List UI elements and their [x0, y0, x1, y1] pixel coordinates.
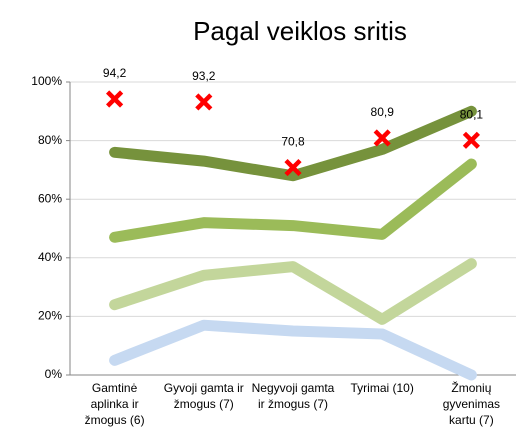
x-tick-label: Žmonių gyvenimas kartu (7) [442, 381, 501, 427]
x-marker [195, 93, 213, 111]
x-tick-label: Tyrimai (10) [350, 381, 414, 395]
y-tick-label: 60% [38, 191, 62, 205]
data-label: 93,2 [192, 69, 216, 83]
series-line [109, 319, 477, 381]
x-tick-label: Negyvoji gamta ir žmogus (7) [251, 381, 335, 411]
y-tick-label: 40% [38, 250, 62, 264]
x-marker [462, 131, 480, 149]
x-tick-label: Gamtinė aplinka ir žmogus (6) [84, 381, 145, 427]
series-line [109, 258, 477, 325]
x-marker [106, 90, 124, 108]
y-tick-label: 20% [38, 309, 62, 323]
x-marker [373, 129, 391, 147]
series-line [109, 158, 477, 243]
series-line [109, 105, 477, 182]
chart-title: Pagal veiklos sritis [193, 16, 407, 46]
x-marker [284, 158, 302, 177]
y-tick-label: 100% [31, 74, 62, 88]
y-tick-label: 0% [45, 367, 63, 381]
y-tick-label: 80% [38, 133, 62, 147]
data-label: 80,1 [460, 107, 484, 121]
data-label: 80,9 [371, 105, 395, 119]
x-tick-label: Gyvoji gamta ir žmogus (7) [163, 381, 244, 411]
data-label: 70,8 [281, 135, 305, 149]
data-label: 94,2 [103, 66, 127, 80]
